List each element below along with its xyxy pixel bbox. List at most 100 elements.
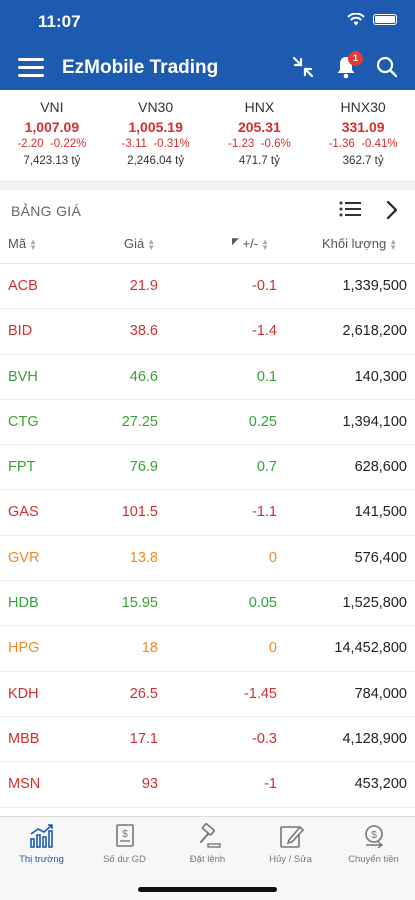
app-title: EzMobile Trading — [62, 57, 219, 78]
index-change: -2.20 -0.22% — [17, 138, 87, 150]
board-column-headers: Mã ▲ ▼ Giá ▲ ▼ ◤ +/- ▲ ▼ Khối lượng ▲ ▼ — [0, 226, 415, 264]
stock-symbol: ACB — [8, 278, 38, 294]
edit-icon — [249, 823, 332, 849]
stock-price: 76.9 — [129, 459, 158, 476]
index-hnx30[interactable]: HNX30 331.09 -1.36 -0.41% 362.7 tỷ — [311, 90, 415, 181]
gavel-icon — [166, 823, 249, 849]
stock-price: 13.8 — [129, 549, 158, 566]
board-title: BẢNG GIÁ — [11, 203, 82, 219]
table-row[interactable]: CTG 27.25 0.25 1,394,100 — [0, 400, 415, 446]
table-row[interactable]: ACB 21.9 -0.1 1,339,500 — [0, 264, 415, 310]
index-value: 1,005.19 — [128, 119, 183, 135]
stock-symbol: HPG — [8, 640, 40, 657]
svg-text:$: $ — [371, 830, 377, 841]
index-value: 205.31 — [237, 119, 281, 135]
stock-price: 93 — [141, 776, 158, 793]
search-icon[interactable] — [374, 54, 400, 80]
tab-gavel[interactable]: Đặt lệnh — [166, 817, 249, 900]
menu-button[interactable] — [18, 56, 46, 78]
stock-change: 0.25 — [248, 413, 277, 430]
table-row[interactable]: MSN 93 -1 453,200 — [0, 762, 415, 808]
tab-label: Đặt lệnh — [189, 854, 226, 865]
tab-balance[interactable]: $ Số dư GD — [83, 817, 166, 900]
column-symbol[interactable]: Mã ▲ ▼ — [8, 236, 37, 252]
collapse-arrows-icon[interactable] — [290, 54, 316, 80]
stock-change: 0 — [268, 549, 277, 566]
index-change: -3.11 -0.31% — [121, 138, 190, 150]
list-view-icon[interactable] — [339, 200, 361, 218]
stock-symbol: MSN — [8, 776, 41, 793]
table-row[interactable]: FPT 76.9 0.7 628,600 — [0, 445, 415, 491]
stock-symbol: GAS — [8, 504, 39, 521]
index-change: -1.23 -0.6% — [228, 138, 291, 150]
table-row[interactable]: MBB 17.1 -0.3 4,128,900 — [0, 717, 415, 763]
index-name: HNX — [244, 99, 275, 115]
stock-volume: 140,300 — [354, 368, 407, 385]
table-row[interactable]: GAS 101.5 -1.1 141,500 — [0, 490, 415, 536]
stock-symbol: HDB — [8, 595, 39, 612]
stock-price: 101.5 — [121, 504, 158, 521]
table-row[interactable]: BVH 46.6 0.1 140,300 — [0, 355, 415, 400]
tab-label: Thị trường — [19, 854, 64, 865]
index-hnx[interactable]: HNX 205.31 -1.23 -0.6% 471.7 tỷ — [208, 90, 312, 181]
stock-volume: 784,000 — [354, 685, 407, 702]
chevron-right-icon[interactable] — [384, 199, 400, 221]
stock-price: 18 — [141, 640, 158, 657]
tab-chart[interactable]: Thị trường — [0, 817, 83, 900]
section-divider — [0, 182, 415, 190]
index-change: -1.36 -0.41% — [328, 138, 398, 150]
stock-change: -0.1 — [252, 278, 277, 294]
table-row[interactable]: HPG 18 0 14,452,800 — [0, 626, 415, 672]
stock-change: 0.7 — [256, 459, 277, 476]
stock-change: -1.45 — [243, 685, 277, 702]
stock-price: 17.1 — [129, 730, 158, 747]
price-board: ACB 21.9 -0.1 1,339,500 BID 38.6 -1.4 2,618,200… — [0, 264, 415, 808]
index-value: 1,007.09 — [24, 119, 80, 135]
index-volume: 471.7 tỷ — [238, 155, 280, 167]
toggle-corner-icon: ◤ — [232, 236, 239, 246]
table-row[interactable]: GVR 13.8 0 576,400 — [0, 536, 415, 582]
stock-change: 0.05 — [248, 595, 277, 612]
index-name: VN30 — [138, 99, 174, 115]
sort-icon: ▲ ▼ — [29, 236, 37, 252]
column-volume[interactable]: Khối lượng ▲ ▼ — [322, 236, 398, 252]
stock-volume: 576,400 — [354, 549, 407, 566]
index-volume: 7,423.13 tỷ — [23, 155, 81, 167]
stock-symbol: BID — [8, 323, 33, 340]
stock-price: 46.6 — [129, 368, 158, 385]
balance-icon: $ — [83, 823, 166, 849]
stock-volume: 4,128,900 — [342, 730, 407, 747]
index-vni[interactable]: VNI 1,007.09 -2.20 -0.22% 7,423.13 tỷ — [0, 90, 104, 181]
tab-edit[interactable]: Hủy / Sửa — [249, 817, 332, 900]
index-vn30[interactable]: VN30 1,005.19 -3.11 -0.31% 2,246.04 tỷ — [104, 90, 208, 181]
sort-icon: ▲ ▼ — [261, 236, 270, 252]
notification-button[interactable]: 1 — [333, 51, 363, 80]
tab-money-transfer[interactable]: $ Chuyển tiền — [332, 817, 415, 900]
table-row[interactable]: KDH 26.5 -1.45 784,000 — [0, 672, 415, 717]
app-header: 11:07 EzMobile Trading 1 — [0, 0, 415, 90]
market-indices: VNI 1,007.09 -2.20 -0.22% 7,423.13 tỷ VN30 1,… — [0, 90, 415, 182]
stock-volume: 2,618,200 — [342, 323, 407, 340]
column-change[interactable]: ◤ +/- ▲ ▼ — [232, 236, 270, 252]
tab-label: Số dư GD — [103, 854, 146, 865]
stock-volume: 14,452,800 — [334, 640, 407, 657]
stock-symbol: GVR — [8, 549, 40, 566]
money-transfer-icon: $ — [332, 823, 415, 849]
stock-price: 27.25 — [121, 413, 158, 430]
stock-change: -1 — [264, 776, 277, 793]
stock-symbol: MBB — [8, 730, 40, 747]
stock-change: -1.1 — [252, 504, 277, 521]
column-price[interactable]: Giá ▲ ▼ — [124, 236, 156, 252]
stock-price: 15.95 — [121, 595, 158, 612]
index-value: 331.09 — [341, 119, 385, 135]
table-row[interactable]: HDB 15.95 0.05 1,525,800 — [0, 581, 415, 627]
status-icons — [347, 13, 397, 26]
stock-price: 38.6 — [129, 323, 158, 340]
stock-volume: 1,394,100 — [342, 413, 407, 430]
stock-price: 26.5 — [129, 685, 158, 702]
chart-icon — [0, 823, 83, 849]
stock-symbol: KDH — [8, 685, 39, 702]
stock-price: 21.9 — [129, 278, 158, 294]
wifi-icon — [347, 13, 365, 26]
table-row[interactable]: BID 38.6 -1.4 2,618,200 — [0, 309, 415, 355]
